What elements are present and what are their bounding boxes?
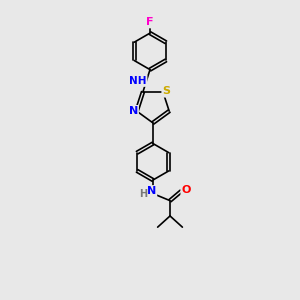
Text: NH: NH (129, 76, 146, 86)
Text: S: S (163, 86, 170, 96)
Text: F: F (146, 17, 154, 27)
Text: O: O (182, 185, 191, 195)
Text: H: H (140, 189, 148, 199)
Text: N: N (128, 106, 138, 116)
Text: N: N (147, 186, 156, 196)
